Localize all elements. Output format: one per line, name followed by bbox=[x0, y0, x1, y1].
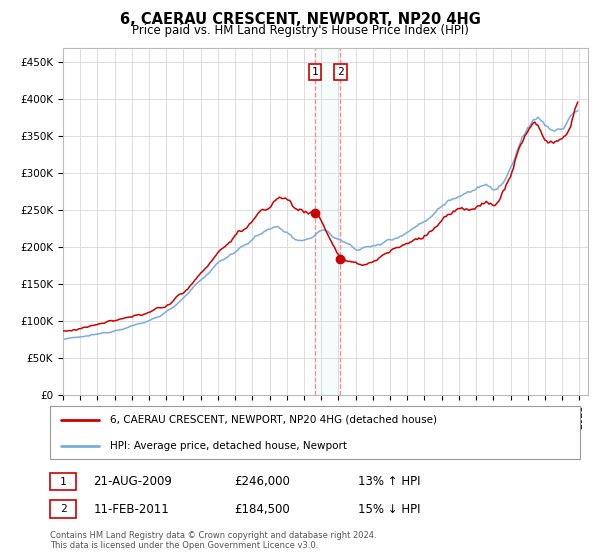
Text: 2: 2 bbox=[60, 504, 67, 514]
Text: 21-AUG-2009: 21-AUG-2009 bbox=[94, 475, 172, 488]
FancyBboxPatch shape bbox=[50, 406, 580, 459]
Text: 1: 1 bbox=[60, 477, 67, 487]
Text: 2: 2 bbox=[337, 67, 344, 77]
Text: 6, CAERAU CRESCENT, NEWPORT, NP20 4HG (detached house): 6, CAERAU CRESCENT, NEWPORT, NP20 4HG (d… bbox=[110, 414, 437, 424]
FancyBboxPatch shape bbox=[50, 473, 76, 491]
Bar bbox=[315, 48, 340, 395]
Text: 13% ↑ HPI: 13% ↑ HPI bbox=[358, 475, 421, 488]
Text: £246,000: £246,000 bbox=[234, 475, 290, 488]
Text: 11-FEB-2011: 11-FEB-2011 bbox=[94, 502, 169, 516]
Text: HPI: Average price, detached house, Newport: HPI: Average price, detached house, Newp… bbox=[110, 441, 347, 451]
FancyBboxPatch shape bbox=[50, 500, 76, 518]
Text: Contains HM Land Registry data © Crown copyright and database right 2024.
This d: Contains HM Land Registry data © Crown c… bbox=[50, 531, 377, 550]
Text: 1: 1 bbox=[311, 67, 319, 77]
Text: 6, CAERAU CRESCENT, NEWPORT, NP20 4HG: 6, CAERAU CRESCENT, NEWPORT, NP20 4HG bbox=[119, 12, 481, 27]
Text: 15% ↓ HPI: 15% ↓ HPI bbox=[358, 502, 421, 516]
Text: Price paid vs. HM Land Registry's House Price Index (HPI): Price paid vs. HM Land Registry's House … bbox=[131, 24, 469, 37]
Text: £184,500: £184,500 bbox=[234, 502, 290, 516]
